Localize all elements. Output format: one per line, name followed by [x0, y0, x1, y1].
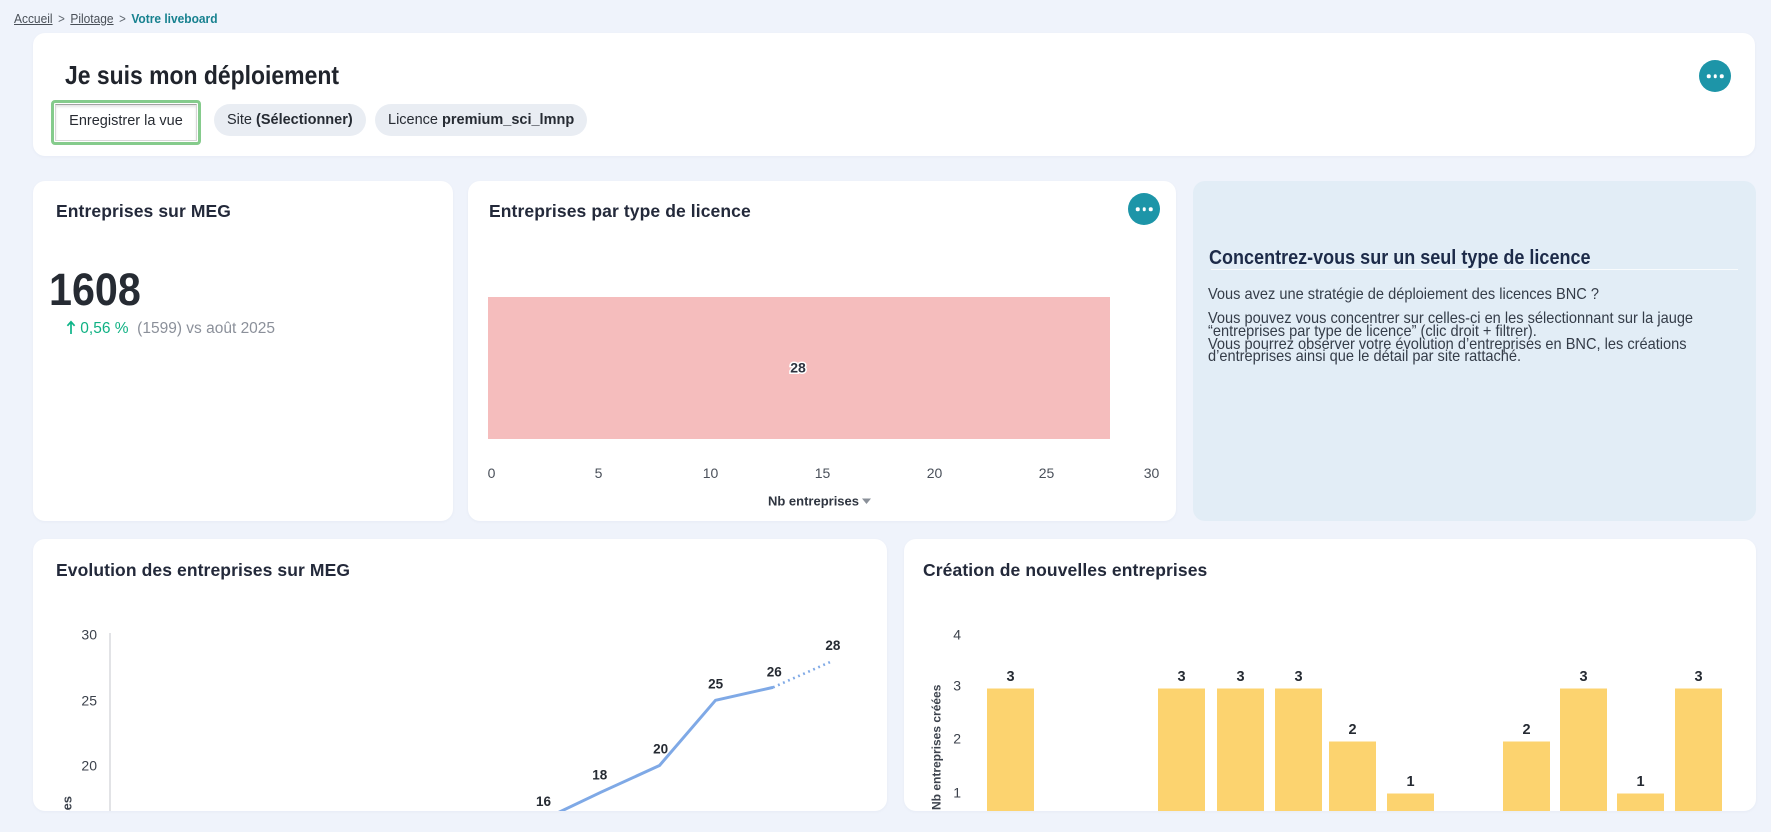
svg-text:20: 20 [81, 758, 97, 774]
svg-text:18: 18 [592, 768, 608, 783]
svg-text:Nb entreprises: Nb entreprises [60, 796, 75, 811]
svg-text:3: 3 [1177, 669, 1185, 685]
svg-text:Nb entreprises: Nb entreprises [768, 494, 859, 509]
svg-text:1: 1 [953, 785, 961, 801]
svg-text:1: 1 [1636, 774, 1644, 790]
svg-text:16: 16 [536, 794, 552, 809]
svg-text:2: 2 [1522, 722, 1530, 738]
svg-text:2: 2 [1348, 722, 1356, 738]
svg-text:3: 3 [1294, 669, 1302, 685]
svg-text:3: 3 [1579, 669, 1587, 685]
svg-text:15: 15 [815, 465, 831, 481]
svg-text:1: 1 [1406, 774, 1414, 790]
svg-text:3: 3 [953, 678, 961, 694]
svg-text:30: 30 [81, 627, 97, 643]
svg-text:4: 4 [953, 627, 961, 643]
svg-text:26: 26 [767, 665, 783, 680]
svg-text:25: 25 [708, 677, 724, 692]
svg-text:3: 3 [1006, 669, 1014, 685]
svg-text:25: 25 [1039, 465, 1055, 481]
svg-text:28: 28 [790, 360, 806, 376]
svg-text:28: 28 [825, 638, 841, 653]
svg-text:25: 25 [81, 693, 97, 709]
svg-text:3: 3 [1694, 669, 1702, 685]
svg-text:Nb entreprises créées: Nb entreprises créées [930, 684, 944, 810]
svg-text:3: 3 [1236, 669, 1244, 685]
svg-text:20: 20 [653, 742, 668, 757]
svg-text:20: 20 [927, 465, 943, 481]
svg-text:0: 0 [488, 465, 496, 481]
svg-text:2: 2 [953, 731, 961, 747]
svg-text:10: 10 [703, 465, 719, 481]
svg-text:30: 30 [1144, 465, 1160, 481]
svg-text:5: 5 [595, 465, 603, 481]
